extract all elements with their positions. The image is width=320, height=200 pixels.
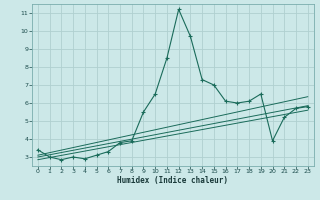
X-axis label: Humidex (Indice chaleur): Humidex (Indice chaleur) xyxy=(117,176,228,185)
